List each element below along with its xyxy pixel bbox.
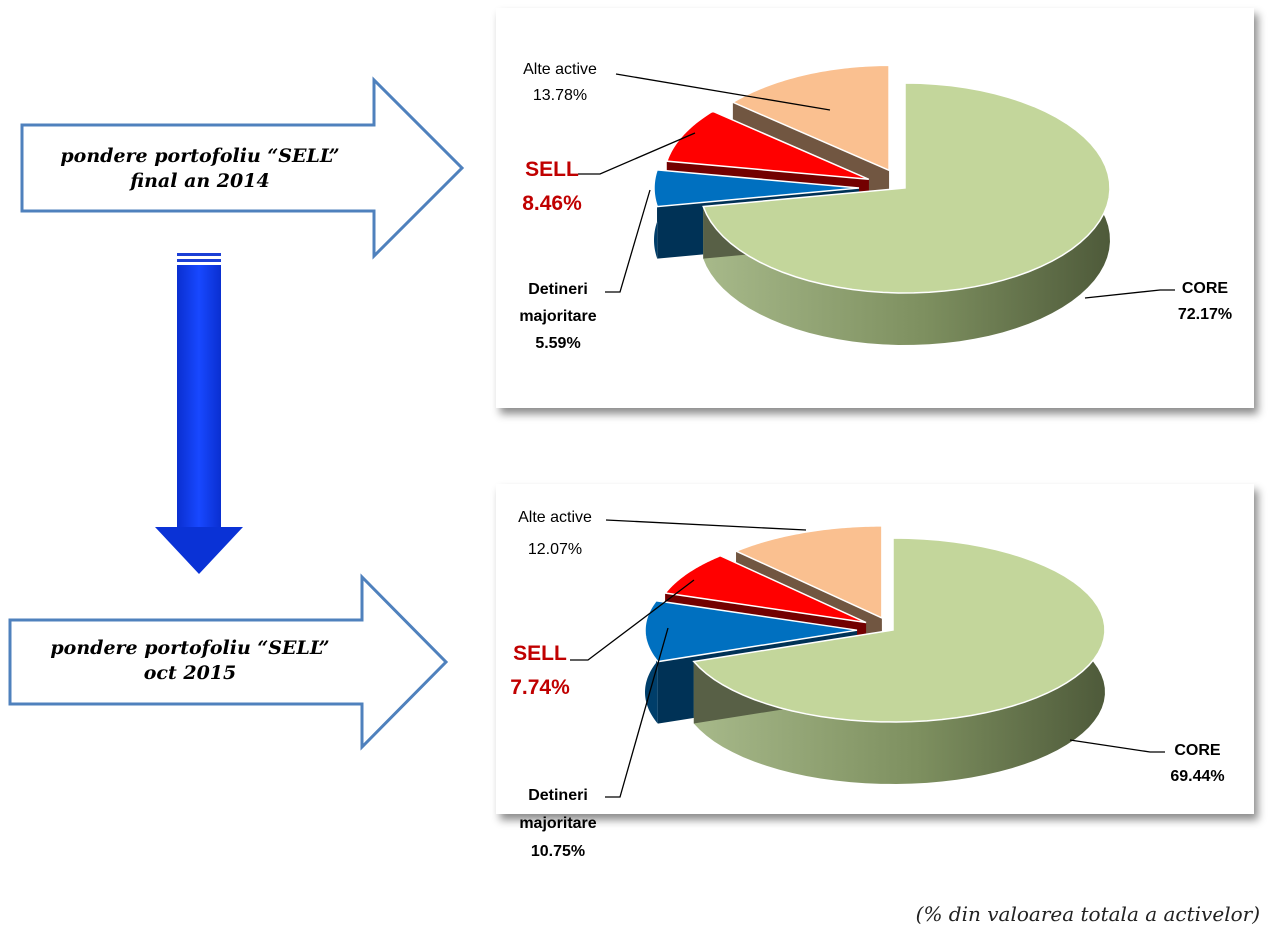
sell-pct-2015: 7.74% — [510, 676, 570, 699]
alte-active-pct-2014: 13.78% — [532, 87, 588, 104]
detineri-line2-2014: majoritare — [519, 308, 597, 325]
label-sell-2014: SELL 8.46% — [512, 156, 592, 218]
label-detineri-2015: Detineri majoritare 10.75% — [508, 782, 608, 866]
arrow-2014-shape — [20, 76, 465, 260]
arrow-2014-line1: pondere portofoliu “SELL” — [60, 145, 340, 167]
pie-slice-core-2015 — [692, 537, 1106, 784]
sell-name-2015: SELL — [513, 642, 567, 665]
label-alte-active-2015: Alte active 12.07% — [500, 508, 610, 560]
arrow-2015-label: pondere portofoliu “SELL” oct 2015 — [20, 636, 360, 686]
detineri-line1-2015: Detineri — [528, 787, 588, 804]
detineri-pct-2015: 10.75% — [530, 843, 586, 860]
arrow-2015-shape — [8, 573, 449, 751]
down-arrow-icon — [155, 253, 243, 574]
label-sell-2015: SELL 7.74% — [500, 640, 580, 702]
detineri-pct-2014: 5.59% — [535, 335, 581, 352]
sell-pct-2014: 8.46% — [522, 192, 582, 215]
core-name-2014: CORE — [1181, 280, 1229, 297]
pie-slice-core-2014 — [702, 82, 1111, 345]
pie-chart-2014 — [653, 64, 1111, 345]
detineri-line1-2014: Detineri — [528, 281, 588, 298]
label-alte-active-2014: Alte active 13.78% — [505, 60, 615, 106]
pie-chart-2015 — [644, 525, 1106, 784]
core-pct-2015: 69.44% — [1170, 768, 1225, 785]
sell-name-2014: SELL — [525, 158, 579, 181]
arrow-2014-line2: final an 2014 — [130, 170, 270, 192]
arrow-2015-line2: oct 2015 — [143, 662, 237, 684]
core-name-2015: CORE — [1174, 742, 1221, 759]
core-pct-2014: 72.17% — [1177, 306, 1233, 323]
caption: (% din valoarea totala a activelor) — [915, 902, 1260, 926]
label-core-2014: CORE 72.17% — [1160, 276, 1250, 328]
arrow-2014-label: pondere portofoliu “SELL” final an 2014 — [30, 144, 370, 194]
leader-lines-2015 — [570, 519, 1165, 798]
label-detineri-2014: Detineri majoritare 5.59% — [508, 276, 608, 357]
detineri-line2-2015: majoritare — [519, 815, 597, 832]
arrow-2015-line1: pondere portofoliu “SELL” — [50, 637, 330, 659]
alte-active-name-2014: Alte active — [523, 61, 597, 78]
alte-active-name-2015: Alte active — [518, 509, 592, 526]
label-core-2015: CORE 69.44% — [1150, 738, 1245, 790]
leader-lines-2014 — [578, 73, 1175, 299]
alte-active-pct-2015: 12.07% — [527, 541, 583, 558]
